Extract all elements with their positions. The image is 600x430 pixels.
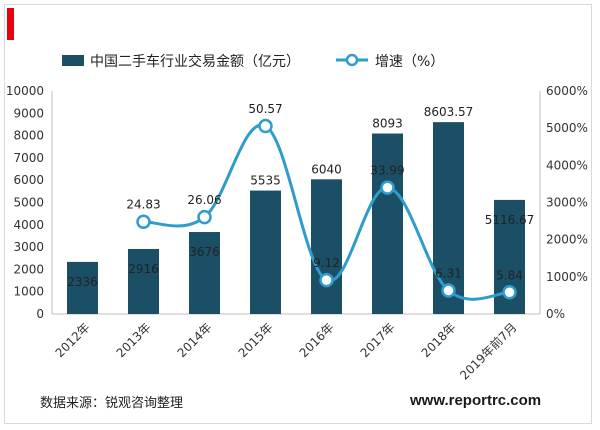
bar-series — [67, 122, 525, 315]
x-tick-label: 2014年 — [175, 320, 215, 360]
bar-data-labels: 2336 2916 3676 5535 6040 8093 8603.57 5116.67 — [67, 105, 534, 289]
left-tick-label: 4000 — [13, 218, 44, 232]
bar — [250, 190, 281, 314]
bar — [128, 248, 159, 314]
line-point — [502, 285, 517, 300]
legend-line-label: 增速（%） — [375, 54, 444, 70]
left-tick-label: 7000 — [13, 151, 44, 165]
line-data-label: 6.31 — [435, 267, 462, 281]
line-data-label: 33.99 — [370, 164, 404, 178]
line-data-label: 5.84 — [496, 268, 523, 282]
line-data-labels: 24.83 26.06 50.57 9.12 33.99 6.31 5.84 — [126, 102, 523, 282]
x-tick-label: 2012年 — [53, 320, 93, 360]
right-tick-label: 3000% — [546, 196, 588, 210]
bar — [189, 232, 220, 314]
left-tick-label: 0 — [36, 307, 44, 321]
line-data-label: 50.57 — [248, 102, 282, 116]
right-tick-label: 0% — [546, 307, 565, 321]
right-tick-label: 6000% — [546, 84, 588, 98]
legend-line-marker — [345, 53, 359, 67]
left-tick-label: 1000 — [13, 285, 44, 299]
line-data-label: 24.83 — [126, 198, 160, 212]
line-data-label: 9.12 — [313, 256, 340, 270]
source-note: 数据来源：锐观咨询整理 — [40, 396, 184, 411]
left-axis-ticks: 0 1000 2000 3000 4000 5000 6000 7000 8000 9000 100… — [6, 84, 44, 321]
left-tick-label: 8000 — [13, 129, 44, 143]
line-point — [258, 118, 273, 134]
legend-bar-swatch — [62, 55, 84, 66]
legend: 中国二手车行业交易金额（亿元） 增速（%） — [62, 53, 444, 70]
line-point — [319, 272, 334, 288]
line-point — [380, 180, 395, 195]
bar-data-label: 2336 — [67, 275, 98, 289]
bar — [311, 179, 342, 314]
chart-frame — [4, 4, 592, 424]
left-tick-label: 10000 — [6, 84, 44, 98]
left-tick-label: 2000 — [13, 262, 44, 276]
x-tick-label: 2013年 — [114, 320, 154, 360]
x-tick-label: 2015年 — [236, 320, 276, 360]
legend-bar-label: 中国二手车行业交易金额（亿元） — [90, 53, 300, 70]
x-tick-label: 2018年 — [419, 320, 459, 360]
bar-data-label: 8603.57 — [424, 105, 474, 119]
left-tick-label: 5000 — [13, 196, 44, 210]
bar-data-label: 8093 — [372, 117, 403, 131]
line-data-label: 26.06 — [187, 193, 221, 207]
x-tick-label: 2016年 — [297, 320, 337, 360]
bar-data-label: 3676 — [189, 245, 220, 259]
bar — [67, 261, 98, 314]
x-tick-label: 2019年前7月 — [457, 320, 520, 383]
bar-data-label: 5535 — [250, 174, 281, 188]
x-tick-label: 2017年 — [358, 320, 398, 360]
left-tick-label: 3000 — [13, 240, 44, 254]
left-tick-label: 9000 — [13, 106, 44, 120]
bar-data-label: 2916 — [128, 262, 159, 276]
right-tick-label: 1000% — [546, 270, 588, 284]
website-link[interactable]: www.reportrc.com — [410, 392, 542, 409]
x-axis-ticks: 2012年 2013年 2014年 2015年 2016年 2017年 2018年2019年… — [53, 320, 520, 383]
left-tick-label: 6000 — [13, 173, 44, 187]
bar — [372, 133, 403, 314]
bar — [433, 122, 464, 315]
line-point — [441, 283, 456, 298]
right-tick-label: 5000% — [546, 121, 588, 135]
accent-bar — [7, 8, 14, 40]
line-series — [136, 118, 517, 301]
right-tick-label: 4000% — [546, 158, 588, 172]
right-axis-ticks: 0% 1000% 2000% 3000% 4000% 5000% 6000% — [546, 84, 588, 321]
line-point — [197, 209, 212, 225]
line-point — [136, 214, 151, 229]
bar-data-label: 5116.67 — [485, 213, 535, 227]
bar-data-label: 6040 — [311, 162, 342, 176]
right-tick-label: 2000% — [546, 233, 588, 247]
